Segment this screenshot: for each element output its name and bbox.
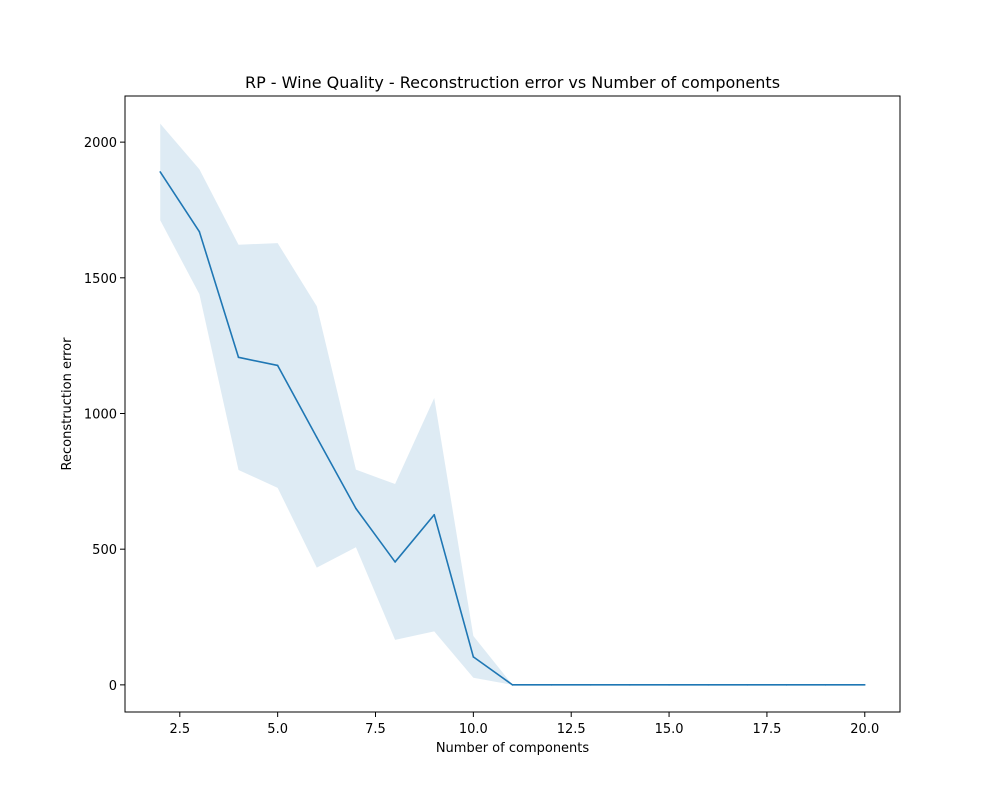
x-tick-label: 5.0 [267, 722, 288, 737]
data-point [825, 684, 827, 686]
x-axis-ticks: 2.5 5.0 7.5 10.0 12.5 15.0 17.5 20.0 [169, 712, 879, 737]
data-point [786, 684, 788, 686]
data-point [864, 684, 866, 686]
data-point [629, 684, 631, 686]
x-tick-label: 12.5 [557, 722, 586, 737]
x-tick-label: 10.0 [459, 722, 488, 737]
series-line-segment [472, 656, 514, 686]
y-axis-label: Reconstruction error [60, 337, 75, 471]
data-point [238, 357, 240, 359]
data-point [747, 684, 749, 686]
x-axis-label: Number of components [436, 741, 590, 756]
series-line-segment [433, 513, 475, 658]
y-tick-label: 1000 [84, 407, 117, 422]
data-point [590, 684, 592, 686]
series-line-segment [355, 507, 396, 563]
data-point [473, 656, 475, 658]
y-tick-label: 2000 [84, 136, 117, 151]
series-line-segment [159, 171, 201, 233]
series-line-segment [198, 230, 240, 359]
chart-title: RP - Wine Quality - Reconstruction error… [245, 73, 780, 92]
data-point [512, 684, 514, 686]
confidence-band-layer [160, 123, 865, 685]
data-point [355, 508, 357, 510]
data-point [707, 684, 709, 686]
x-tick-label: 17.5 [752, 722, 781, 737]
series-line-layer [159, 171, 866, 686]
series-line-segment [276, 364, 318, 439]
data-point [316, 437, 318, 439]
plot-area-frame [124, 95, 901, 713]
data-point [394, 561, 396, 563]
data-point [159, 171, 161, 173]
data-point [551, 684, 553, 686]
confidence-band [160, 123, 865, 685]
x-tick-label: 15.0 [655, 722, 684, 737]
series-line-segment [394, 513, 436, 563]
x-tick-label: 2.5 [169, 722, 190, 737]
data-point [668, 684, 670, 686]
x-tick-label: 20.0 [850, 722, 879, 737]
series-line-segment [315, 436, 357, 510]
x-tick-label: 7.5 [365, 722, 386, 737]
y-tick-label: 500 [92, 543, 117, 558]
series-line-segment [237, 356, 279, 367]
data-point [277, 365, 279, 367]
y-tick-label: 0 [109, 679, 117, 694]
y-tick-label: 1500 [84, 272, 117, 287]
data-point [199, 231, 201, 233]
y-axis-ticks: 0 500 1000 1500 2000 [84, 136, 125, 694]
data-point [433, 514, 435, 516]
